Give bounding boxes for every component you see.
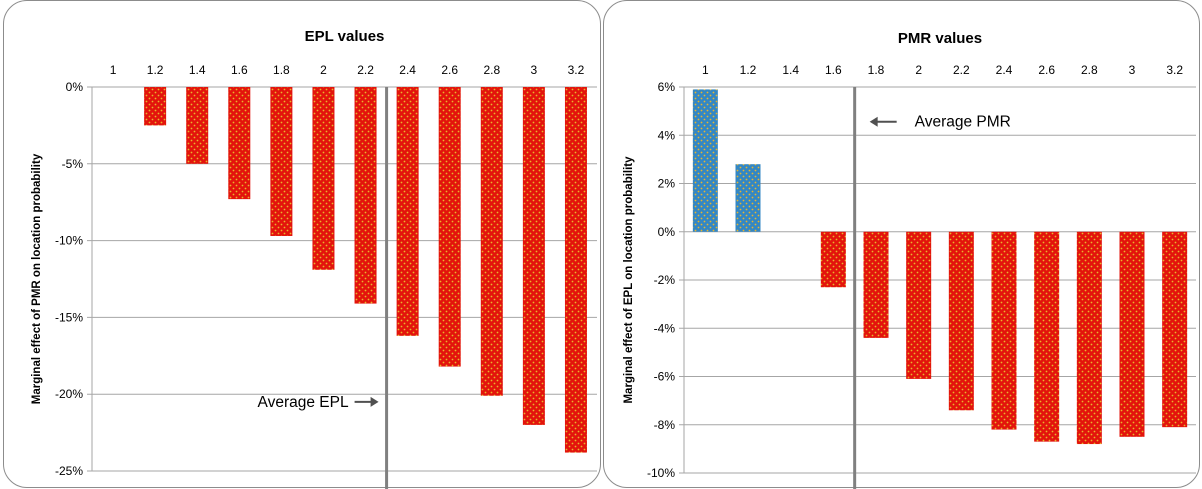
epl-y-axis-label: Marginal effect of PMR on location proba… bbox=[31, 153, 43, 404]
pmr-y-tick-label: 4% bbox=[658, 128, 676, 142]
pmr-bar bbox=[735, 164, 761, 232]
epl-y-tick-label: -5% bbox=[62, 157, 84, 171]
epl-y-tick-label: -20% bbox=[55, 387, 83, 401]
pmr-bar bbox=[1034, 231, 1060, 442]
epl-bar bbox=[438, 87, 461, 367]
epl-y-tick-label: 0% bbox=[66, 80, 84, 94]
pmr-bar bbox=[863, 231, 889, 338]
epl-chart-svg: 0% -5% -10% -15% -20% -25% 1 1.2 1.4 1.6 1.8 2 2.2 2.… bbox=[31, 28, 597, 489]
pmr-y-tick-label: -2% bbox=[654, 273, 676, 287]
pmr-x-tick-label: 2.2 bbox=[953, 63, 970, 77]
epl-bar bbox=[396, 87, 419, 336]
epl-bar bbox=[564, 87, 587, 453]
epl-x-tick-label: 2.6 bbox=[441, 63, 458, 77]
epl-x-tick-label: 2 bbox=[320, 63, 327, 77]
pmr-x-tick-label: 1.6 bbox=[825, 63, 842, 77]
epl-x-tick-label: 2.8 bbox=[483, 63, 500, 77]
pmr-bar bbox=[991, 231, 1017, 430]
epl-annotation-label: Average EPL bbox=[258, 394, 349, 411]
epl-bar bbox=[228, 87, 251, 200]
pmr-chart-title: PMR values bbox=[898, 30, 982, 47]
pmr-bar bbox=[948, 231, 974, 411]
epl-x-tick-label: 3 bbox=[531, 63, 538, 77]
epl-y-tick-label: -15% bbox=[55, 310, 83, 324]
pmr-y-axis-label: Marginal effect of EPL on location proba… bbox=[623, 156, 635, 404]
epl-bar bbox=[522, 87, 545, 425]
epl-x-tick-label: 2.4 bbox=[399, 63, 416, 77]
pmr-bar bbox=[1162, 231, 1188, 428]
pmr-annotation-label: Average PMR bbox=[915, 114, 1011, 131]
epl-chart-title: EPL values bbox=[305, 28, 385, 45]
pmr-x-tick-label: 1 bbox=[702, 63, 709, 77]
epl-bar bbox=[186, 87, 209, 164]
epl-y-tick-label: -10% bbox=[55, 234, 83, 248]
pmr-x-tick-label: 2 bbox=[915, 63, 922, 77]
epl-annotation-arrow bbox=[354, 396, 379, 407]
pmr-bar bbox=[820, 231, 846, 288]
pmr-y-tick-label: -6% bbox=[654, 370, 676, 384]
epl-x-tick-label: 1.8 bbox=[273, 63, 290, 77]
epl-bar bbox=[270, 87, 293, 236]
pmr-x-tick-label: 1.8 bbox=[868, 63, 885, 77]
pmr-x-tick-label: 1.2 bbox=[740, 63, 757, 77]
pmr-x-tick-label: 2.6 bbox=[1038, 63, 1055, 77]
epl-bar bbox=[312, 87, 335, 270]
pmr-y-tick-label: -10% bbox=[647, 466, 675, 480]
pmr-chart-panel: 6% 4% 2% 0% -2% -4% -6% -8% -10% 1 1.2 1.4 1.6 1.8 2 2.… bbox=[603, 0, 1200, 489]
pmr-y-tick-label: -8% bbox=[654, 418, 676, 432]
pmr-x-tick-label: 3 bbox=[1129, 63, 1136, 77]
epl-x-tick-label: 1.2 bbox=[147, 63, 164, 77]
epl-bar bbox=[354, 87, 377, 304]
epl-bar bbox=[480, 87, 503, 396]
epl-bar bbox=[144, 87, 167, 126]
epl-x-tick-label: 1.6 bbox=[231, 63, 248, 77]
pmr-bar bbox=[906, 231, 932, 379]
epl-chart-panel: 0% -5% -10% -15% -20% -25% 1 1.2 1.4 1.6 1.8 2 2.2 2.… bbox=[3, 0, 601, 489]
epl-y-tick-label: -25% bbox=[55, 464, 83, 478]
pmr-bar bbox=[1076, 231, 1102, 445]
pmr-annotation-arrow bbox=[869, 116, 897, 127]
pmr-bar bbox=[1119, 231, 1145, 437]
pmr-x-tick-label: 2.8 bbox=[1081, 63, 1098, 77]
pmr-chart-svg: 6% 4% 2% 0% -2% -4% -6% -8% -10% 1 1.2 1.4 1.6 1.8 2 2.… bbox=[623, 30, 1196, 489]
epl-x-tick-label: 1 bbox=[110, 63, 117, 77]
pmr-x-tick-label: 2.4 bbox=[996, 63, 1013, 77]
pmr-y-tick-label: 6% bbox=[658, 80, 676, 94]
pmr-y-tick-label: -4% bbox=[654, 321, 676, 335]
epl-x-tick-label: 2.2 bbox=[357, 63, 374, 77]
pmr-x-tick-label: 1.4 bbox=[782, 63, 799, 77]
epl-x-tick-label: 1.4 bbox=[189, 63, 206, 77]
pmr-bar bbox=[692, 89, 718, 232]
pmr-y-tick-label: 2% bbox=[658, 177, 676, 191]
pmr-y-tick-label: 0% bbox=[658, 225, 676, 239]
pmr-x-tick-label: 3.2 bbox=[1166, 63, 1183, 77]
epl-x-tick-label: 3.2 bbox=[568, 63, 585, 77]
